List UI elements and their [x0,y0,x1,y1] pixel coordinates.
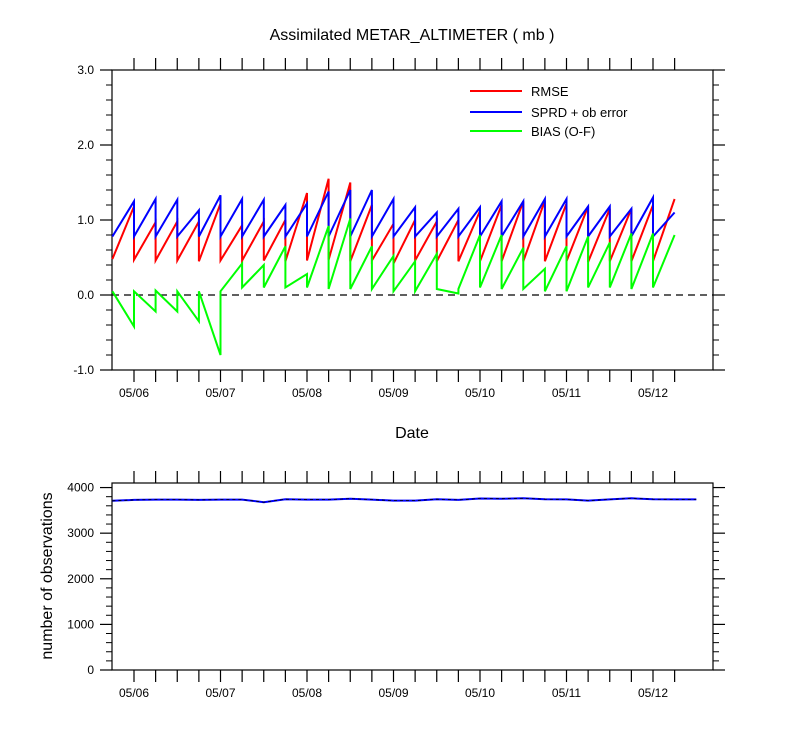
x-tick-label: 05/12 [638,386,668,400]
top-plot-area: 05/06 05/07 05/08 05/09 05/10 05/11 05/12 -1.0 0… [73,58,725,400]
series-line-rmse [111,178,676,265]
x-tick-label: 05/11 [552,386,581,400]
y-tick-label: 4000 [67,481,94,495]
y-tick-label: 3.0 [77,63,94,77]
y-tick-label: -1.0 [73,363,94,377]
x-axis-label: Date [395,425,429,442]
legend: RMSE SPRD + ob error BIAS (O-F) [470,84,628,139]
y-tick-label: 2000 [67,572,94,586]
x-tick-label: 05/07 [205,386,235,400]
y-axis-label-observations: number of observations [39,492,56,659]
series-line-sprd-ob-error [111,189,676,241]
x-tick-label: 05/10 [465,686,495,700]
x-tick-label: 05/06 [119,686,149,700]
y-tick-label: 2.0 [77,138,94,152]
x-tick-label: 05/10 [465,386,495,400]
x-tick-label: 05/08 [292,386,322,400]
chart-title: Assimilated METAR_ALTIMETER ( mb ) [270,27,555,44]
x-tick-label: 05/09 [378,386,408,400]
y-tick-label: 1000 [67,617,94,631]
legend-label-rmse: RMSE [531,84,569,99]
x-tick-label: 05/12 [638,686,668,700]
x-tick-label: 05/09 [378,686,408,700]
y-tick-label: 0.0 [77,288,94,302]
series-line-observations [112,497,697,504]
x-tick-label: 05/07 [205,686,235,700]
x-tick-label: 05/06 [119,386,149,400]
y-tick-label: 3000 [67,526,94,540]
y-tick-label: 0 [87,663,94,677]
bottom-plot-area: 05/06 05/07 05/08 05/09 05/10 05/11 05/12 0 1000… [67,471,725,700]
legend-label-sprd: SPRD + ob error [531,105,628,120]
series-line-bias-o-f [111,218,676,356]
legend-label-bias: BIAS (O-F) [531,124,595,139]
x-tick-label: 05/11 [552,686,581,700]
x-tick-label: 05/08 [292,686,322,700]
y-tick-label: 1.0 [77,213,94,227]
series-line-observations-overlay [112,497,697,503]
plot-frame [111,482,714,671]
